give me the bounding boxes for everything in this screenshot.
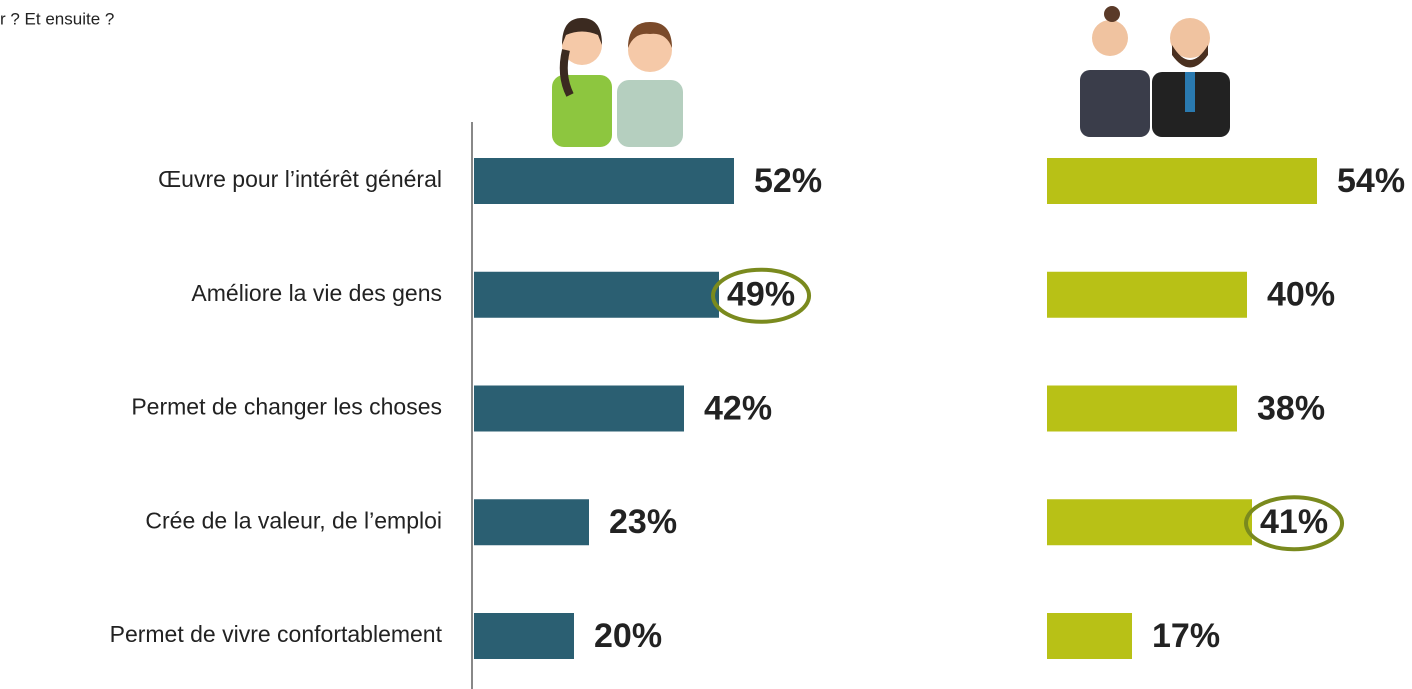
chart-title: r ? Et ensuite ? <box>0 9 114 28</box>
chart: r ? Et ensuite ? Œuvre pour l’intérêt gé… <box>0 0 1412 689</box>
value-label: 17% <box>1152 617 1220 655</box>
value-label: 52% <box>754 162 822 200</box>
category-label: Permet de changer les choses <box>131 394 442 420</box>
bar <box>474 499 589 545</box>
value-label: 49% <box>727 276 795 314</box>
bar <box>474 158 734 204</box>
value-label: 40% <box>1267 276 1335 314</box>
bar <box>1047 386 1237 432</box>
value-label: 20% <box>594 617 662 655</box>
bar <box>1047 613 1132 659</box>
young-people-illustration <box>552 18 683 147</box>
category-label: Crée de la valeur, de l’emploi <box>145 507 442 533</box>
category-label: Œuvre pour l’intérêt général <box>158 166 442 192</box>
value-label: 23% <box>609 503 677 541</box>
bar <box>474 272 719 318</box>
value-label: 54% <box>1337 162 1405 200</box>
value-label: 38% <box>1257 389 1325 427</box>
category-label: Permet de vivre confortablement <box>110 621 443 647</box>
bar <box>1047 272 1247 318</box>
value-label: 42% <box>704 389 772 427</box>
bar <box>1047 158 1317 204</box>
adults-illustration <box>1080 6 1230 137</box>
bar <box>474 386 684 432</box>
bar <box>1047 499 1252 545</box>
bar <box>474 613 574 659</box>
category-label: Améliore la vie des gens <box>191 280 442 306</box>
value-label: 41% <box>1260 503 1328 541</box>
page: {"chart_data": {"type": "bar", "title": … <box>0 0 1412 689</box>
